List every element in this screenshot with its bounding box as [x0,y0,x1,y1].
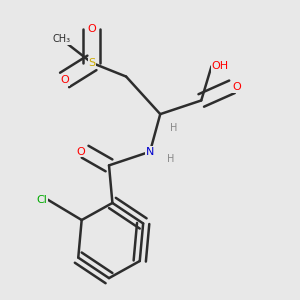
Text: H: H [167,154,175,164]
Text: N: N [146,147,154,157]
Text: O: O [88,24,96,34]
Text: O: O [60,75,69,85]
Text: O: O [232,82,241,92]
Text: OH: OH [212,61,229,71]
Text: O: O [76,147,85,157]
Text: H: H [170,123,178,133]
Text: S: S [88,58,95,68]
Text: Cl: Cl [37,194,47,205]
Text: CH₃: CH₃ [52,34,70,44]
